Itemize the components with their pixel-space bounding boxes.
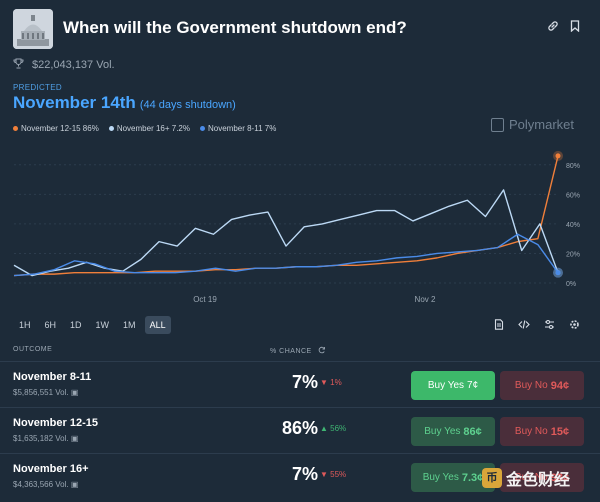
- capitol-thumbnail: [13, 9, 53, 49]
- buy-no-price: 94¢: [550, 379, 570, 392]
- brand-name: Polymarket: [509, 117, 575, 132]
- chart-tools: [494, 319, 580, 333]
- outcome-volume-text: $4,363,566 Vol.: [13, 480, 69, 489]
- predicted-date: November 14th: [13, 93, 136, 112]
- buy-no-button[interactable]: Buy No 94¢: [500, 371, 584, 400]
- polymarket-brand: Polymarket: [491, 117, 574, 132]
- refresh-icon[interactable]: [318, 346, 326, 356]
- outcome-change-value: 1%: [330, 378, 342, 387]
- series-line: [13, 189, 559, 277]
- buy-no-price: 93¢: [550, 471, 570, 484]
- volume-row: $22,043,137 Vol.: [13, 58, 115, 72]
- buy-no-label: Buy No: [514, 380, 548, 391]
- predicted-label: PREDICTED: [13, 83, 62, 92]
- buy-no-label: Buy No: [514, 472, 548, 483]
- x-tick-label: Nov 2: [415, 295, 436, 304]
- buy-yes-button[interactable]: Buy Yes 7.3¢: [411, 463, 495, 492]
- buy-yes-price: 7¢: [467, 380, 479, 391]
- market-title: When will the Government shutdown end?: [63, 18, 407, 37]
- outcome-change-value: 56%: [330, 424, 347, 433]
- buy-yes-label: Buy Yes: [422, 472, 459, 483]
- outcome-change: ▼ 55%: [320, 470, 347, 479]
- market-header: When will the Government shutdown end?: [13, 9, 588, 49]
- timeframe-1w[interactable]: 1W: [95, 320, 110, 330]
- info-icon[interactable]: ▣: [70, 434, 79, 443]
- y-tick-label: 40%: [566, 222, 580, 229]
- outcome-chance: 7%: [291, 464, 318, 484]
- series-endpoint: [555, 270, 561, 276]
- y-tick-label: 20%: [566, 251, 580, 258]
- link-icon[interactable]: [544, 19, 562, 37]
- polymarket-logo-icon: [491, 117, 504, 132]
- legend-dot: [108, 126, 114, 131]
- buy-yes-button[interactable]: Buy Yes 7¢: [411, 371, 495, 400]
- outcome-name: November 8-11: [13, 371, 92, 383]
- outcome-volume: $4,363,566 Vol. ▣: [13, 480, 78, 489]
- buy-yes-label: Buy Yes: [424, 426, 461, 437]
- legend-dot: [199, 126, 205, 131]
- embed-code-icon[interactable]: [518, 319, 530, 333]
- outcome-change: ▼ 1%: [320, 378, 342, 387]
- outcome-row[interactable]: November 8-11 $5,856,551 Vol. ▣ 7% ▼ 1% …: [0, 361, 600, 407]
- buy-yes-price: 7.3¢: [461, 471, 484, 484]
- outcome-chance: 86%: [281, 418, 318, 438]
- legend-item: November 16+ 7.2%: [108, 124, 190, 133]
- info-icon[interactable]: ▣: [70, 388, 79, 397]
- total-volume: $22,043,137 Vol.: [32, 59, 115, 71]
- timeframe-1d[interactable]: 1D: [70, 320, 82, 330]
- document-icon[interactable]: [494, 319, 504, 333]
- outcome-change-value: 55%: [330, 470, 347, 479]
- buy-yes-price: 86¢: [463, 425, 482, 438]
- timeframe-1m[interactable]: 1M: [123, 320, 136, 330]
- series-line: [13, 233, 559, 277]
- watermark: 币 金色财经: [482, 466, 570, 490]
- info-icon[interactable]: ▣: [70, 480, 79, 489]
- outcome-change: ▲ 56%: [320, 424, 347, 433]
- timeframe-6h[interactable]: 6H: [44, 320, 57, 330]
- watermark-logo: 币: [482, 468, 502, 488]
- settings-gear-icon[interactable]: [569, 319, 580, 333]
- buy-no-price: 15¢: [550, 425, 570, 438]
- sliders-icon[interactable]: [544, 319, 555, 333]
- outcome-chance: 7%: [291, 372, 318, 392]
- timeframe-selector: 1H 6H 1D 1W 1M ALL: [14, 316, 171, 334]
- buy-yes-button[interactable]: Buy Yes 86¢: [411, 417, 495, 446]
- y-tick-label: 60%: [566, 192, 580, 199]
- price-history-chart[interactable]: 80% 60% 40% 20% 0% Oct 19 Nov 2: [0, 140, 600, 310]
- legend-item: November 12-15 86%: [13, 124, 99, 133]
- legend-item: November 8-11 7%: [199, 124, 277, 133]
- buy-no-button[interactable]: Buy No 15¢: [500, 417, 584, 446]
- outcome-name: November 12-15: [13, 417, 98, 429]
- column-header-chance: % CHANCE: [270, 346, 326, 356]
- outcome-volume-text: $5,856,551 Vol.: [13, 388, 69, 397]
- legend-label: November 12-15 86%: [21, 124, 99, 133]
- bookmark-icon[interactable]: [566, 19, 584, 37]
- buy-no-label: Buy No: [514, 426, 548, 437]
- predicted-sub: (44 days shutdown): [139, 99, 236, 111]
- outcome-volume: $5,856,551 Vol. ▣: [13, 388, 78, 397]
- y-tick-label: 0%: [566, 281, 576, 288]
- timeframe-all[interactable]: ALL: [144, 316, 171, 334]
- legend-label: November 8-11 7%: [207, 124, 277, 133]
- legend-label: November 16+ 7.2%: [116, 124, 190, 133]
- predicted-value: November 14th (44 days shutdown): [13, 93, 236, 113]
- watermark-text: 金色财经: [506, 472, 571, 489]
- column-header-outcome: OUTCOME: [13, 346, 53, 353]
- y-tick-label: 80%: [566, 163, 580, 170]
- outcome-volume: $1,635,182 Vol. ▣: [13, 434, 78, 443]
- series-endpoint: [555, 153, 561, 159]
- column-header-chance-label: % CHANCE: [270, 347, 312, 355]
- outcome-row[interactable]: November 12-15 $1,635,182 Vol. ▣ 86% ▲ 5…: [0, 407, 600, 453]
- x-tick-label: Oct 19: [193, 295, 217, 304]
- series-line: [13, 155, 559, 277]
- outcome-name: November 16+: [13, 463, 89, 475]
- trophy-icon: [13, 58, 24, 72]
- outcome-volume-text: $1,635,182 Vol.: [13, 434, 69, 443]
- buy-no-button[interactable]: Buy No 93¢: [500, 463, 584, 492]
- buy-yes-label: Buy Yes: [427, 380, 465, 391]
- legend-dot: [13, 126, 18, 131]
- outcome-row[interactable]: November 16+ $4,363,566 Vol. ▣ 7% ▼ 55% …: [0, 453, 600, 499]
- chart-legend: November 12-15 86% November 16+ 7.2% Nov…: [13, 124, 276, 133]
- timeframe-1h[interactable]: 1H: [19, 320, 31, 330]
